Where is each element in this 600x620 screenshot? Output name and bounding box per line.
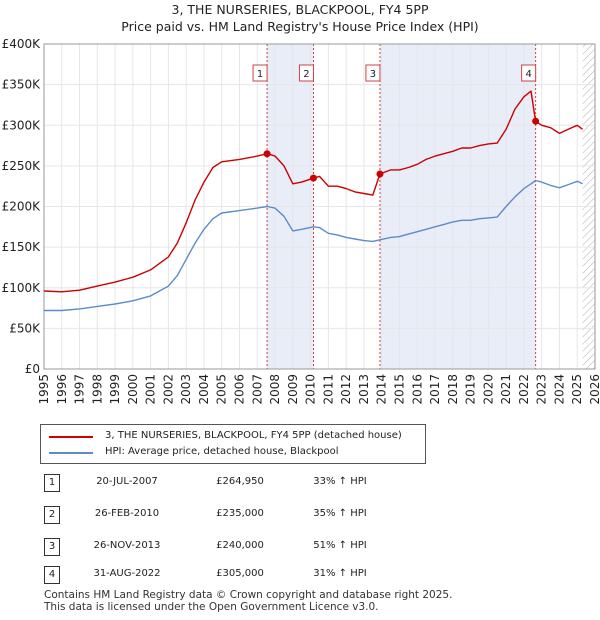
- transaction-label-box: [298, 64, 314, 82]
- chart-title: 3, THE NURSERIES, BLACKPOOL, FY4 5PP: [171, 2, 429, 17]
- transaction-row: 1 20-JUL-2007 £264,950 33% ↑ HPI: [0, 474, 600, 494]
- transaction-price: £264,950: [216, 476, 264, 487]
- x-tick-label: 2002: [161, 374, 175, 405]
- transaction-date: 26-NOV-2013: [93, 540, 161, 551]
- x-tick-label: 2016: [410, 374, 424, 405]
- transaction-price: £235,000: [216, 508, 264, 519]
- transaction-date: 26-FEB-2010: [94, 508, 160, 519]
- x-tick-label: 2006: [233, 374, 247, 405]
- transaction-hpi-change: 35% ↑ HPI: [313, 508, 367, 519]
- x-tick-label: 2009: [286, 374, 300, 405]
- transaction-label: 3: [370, 69, 376, 80]
- x-tick-label: 2010: [304, 374, 318, 405]
- plot-frame: [43, 43, 596, 370]
- x-tick-label: 2015: [392, 374, 406, 405]
- x-tick-label: 2017: [428, 374, 442, 405]
- transaction-point: [376, 170, 384, 178]
- y-tick-label: £250K: [2, 159, 42, 173]
- chart-legend: 3, THE NURSERIES, BLACKPOOL, FY4 5PP (de…: [40, 424, 426, 464]
- hpi-line: [44, 179, 583, 312]
- transaction-price: £240,000: [216, 540, 264, 551]
- transaction-number: 3: [44, 538, 60, 556]
- transaction-number: 1: [44, 474, 60, 492]
- x-tick-label: 2000: [126, 374, 140, 405]
- transaction-number: 2: [44, 506, 60, 524]
- transaction-point: [309, 174, 317, 182]
- x-tick-label: 1996: [55, 374, 69, 405]
- y-tick-label: £0: [25, 362, 40, 376]
- transaction-number: 4: [44, 566, 60, 584]
- transaction-label: 2: [303, 69, 309, 80]
- x-tick-label: 2022: [517, 374, 531, 405]
- transaction-row: 4 31-AUG-2022 £305,000 31% ↑ HPI: [0, 566, 600, 586]
- x-tick-label: 2018: [446, 374, 460, 405]
- x-tick-label: 2020: [481, 374, 495, 405]
- transaction-hpi-change: 31% ↑ HPI: [313, 568, 367, 579]
- x-tick-label: 2003: [179, 374, 193, 405]
- x-tick-label: 2007: [250, 374, 264, 405]
- transaction-date: 20-JUL-2007: [96, 476, 158, 487]
- x-tick-label: 2008: [268, 374, 282, 405]
- transaction-row: 3 26-NOV-2013 £240,000 51% ↑ HPI: [0, 538, 600, 558]
- y-tick-label: £300K: [2, 118, 42, 132]
- footer-copyright: Contains HM Land Registry data © Crown c…: [44, 589, 453, 601]
- x-tick-label: 2013: [357, 374, 371, 405]
- transaction-hpi-change: 51% ↑ HPI: [313, 540, 367, 551]
- x-tick-label: 1999: [108, 374, 122, 405]
- legend-swatch-property: [49, 436, 93, 438]
- y-tick-label: £100K: [2, 281, 42, 295]
- transaction-point: [263, 150, 271, 158]
- x-tick-label: 2019: [464, 374, 478, 405]
- x-tick-label: 2021: [499, 374, 513, 405]
- transaction-date: 31-AUG-2022: [93, 568, 161, 579]
- transaction-label: 4: [525, 69, 531, 80]
- footer-licence: This data is licensed under the Open Gov…: [44, 601, 379, 613]
- transaction-label-box: [365, 64, 381, 82]
- transaction-label: 1: [257, 69, 263, 80]
- y-tick-label: £400K: [2, 37, 42, 51]
- transaction-price: £305,000: [216, 568, 264, 579]
- x-tick-label: 2004: [197, 374, 211, 405]
- chart-subtitle: Price paid vs. HM Land Registry's House …: [121, 19, 479, 34]
- x-tick-label: 2014: [375, 374, 389, 405]
- legend-label-hpi: HPI: Average price, detached house, Blac…: [105, 446, 339, 457]
- y-tick-label: £50K: [9, 321, 41, 335]
- x-tick-label: 2012: [339, 374, 353, 405]
- x-tick-label: 2026: [588, 374, 600, 405]
- transaction-row: 2 26-FEB-2010 £235,000 35% ↑ HPI: [0, 506, 600, 526]
- y-tick-label: £150K: [2, 240, 42, 254]
- y-tick-label: £200K: [2, 200, 42, 214]
- transaction-point: [532, 117, 540, 125]
- transaction-hpi-change: 33% ↑ HPI: [313, 476, 367, 487]
- x-tick-label: 2024: [552, 374, 566, 405]
- legend-swatch-hpi: [49, 452, 93, 454]
- x-tick-label: 1995: [37, 374, 51, 405]
- transaction-label-box: [521, 64, 537, 82]
- x-tick-label: 2001: [144, 374, 158, 405]
- transaction-label-box: [252, 64, 268, 82]
- x-tick-label: 1998: [90, 374, 104, 405]
- x-tick-label: 2011: [321, 374, 335, 405]
- x-tick-label: 1997: [73, 374, 87, 405]
- legend-label-property: 3, THE NURSERIES, BLACKPOOL, FY4 5PP (de…: [105, 430, 402, 441]
- x-tick-label: 2023: [535, 374, 549, 405]
- x-tick-label: 2005: [215, 374, 229, 405]
- property-price-line: [43, 90, 584, 293]
- x-tick-label: 2025: [570, 374, 584, 405]
- y-tick-label: £350K: [2, 78, 42, 92]
- price-chart: £0 £50K £100K £150K £200K £250K £300K £350K £400…: [2, 37, 600, 405]
